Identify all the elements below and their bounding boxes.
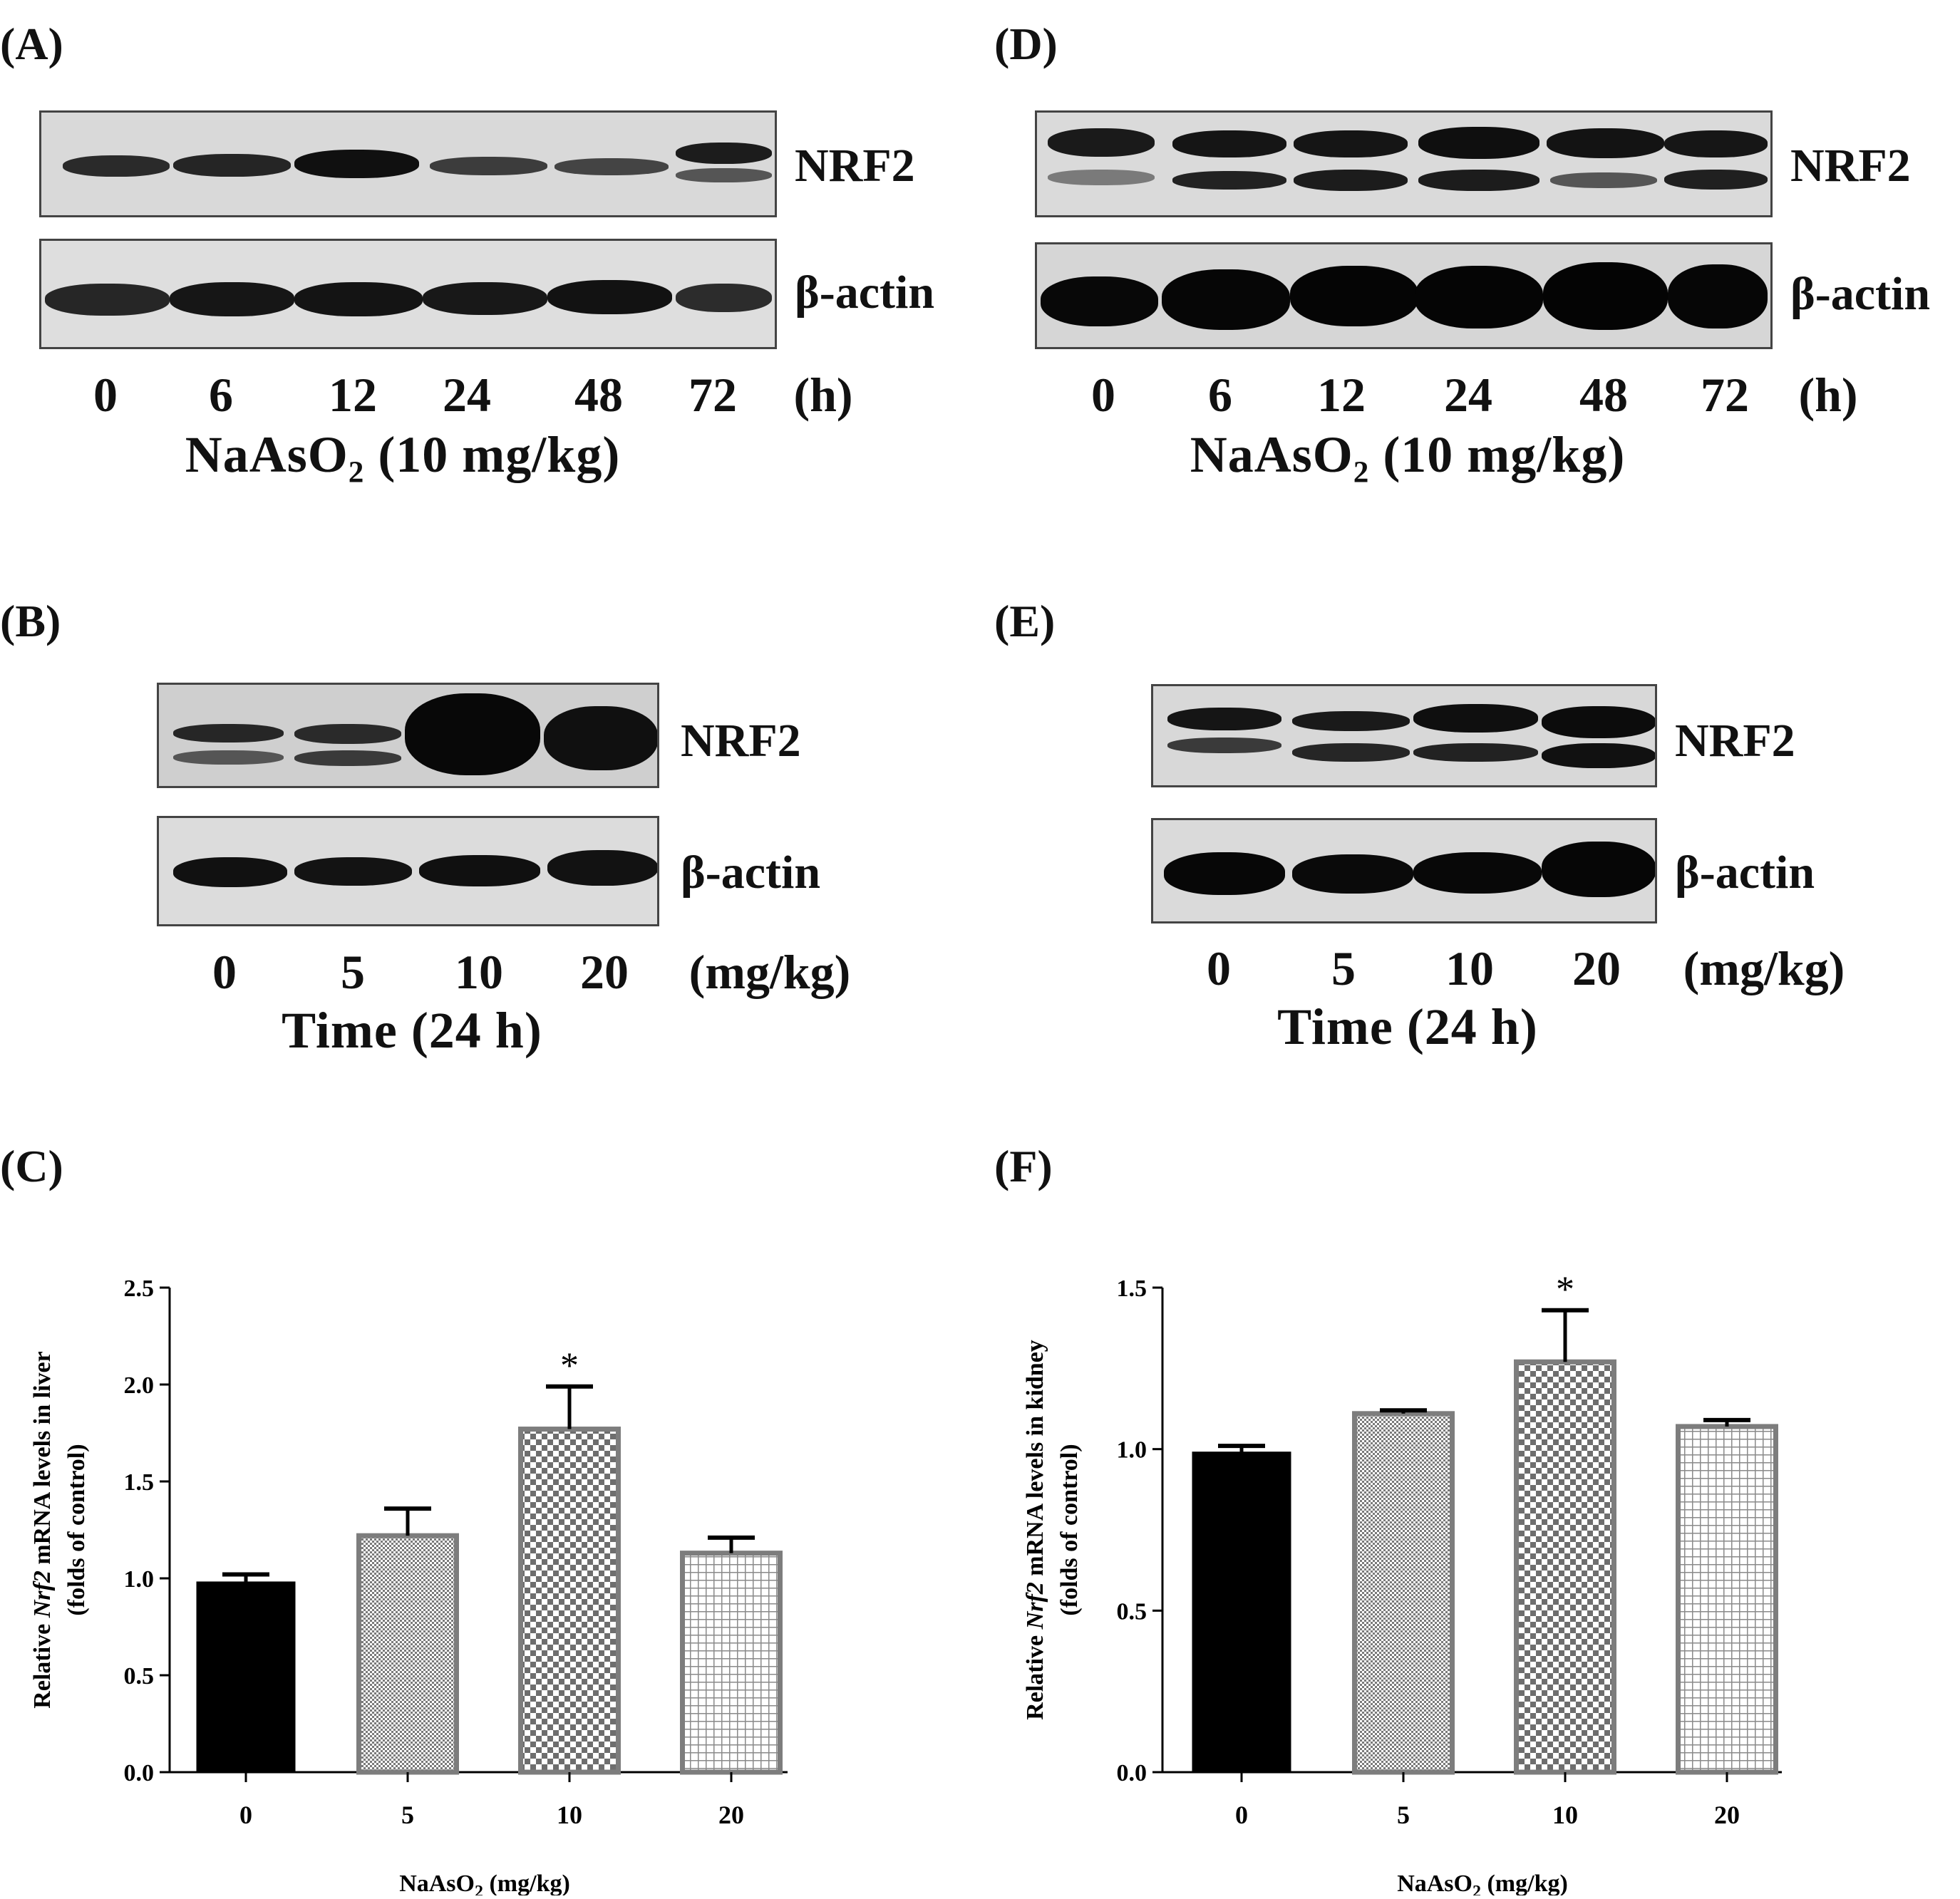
blot-d-actin bbox=[1035, 242, 1773, 349]
lane-unit: (mg/kg) bbox=[688, 945, 851, 999]
y-tick-label: 1.5 bbox=[124, 1469, 155, 1496]
blot-b-actin-label: β-actin bbox=[681, 847, 821, 899]
lane-label: 10 bbox=[1445, 941, 1494, 995]
lane-label: 6 bbox=[1208, 368, 1232, 422]
lanes-a: 0 6 12 24 48 72 (h) bbox=[0, 371, 927, 428]
blot-e-actin-label: β-actin bbox=[1675, 847, 1815, 899]
lane-label: 48 bbox=[1579, 368, 1628, 422]
y-tick-label: 0.5 bbox=[124, 1663, 155, 1690]
caption-a: NaAsO₂ (10 mg/kg) bbox=[185, 426, 621, 483]
caption-e: Time (24 h) bbox=[1277, 998, 1538, 1055]
blot-d-actin-label: β-actin bbox=[1790, 268, 1931, 320]
y-tick-label: 1.0 bbox=[124, 1566, 155, 1593]
x-tick-label: 5 bbox=[1397, 1801, 1410, 1829]
blot-a-nrf2 bbox=[39, 110, 777, 217]
panel-label-a: (A) bbox=[0, 19, 63, 69]
caption-b: Time (24 h) bbox=[282, 1002, 542, 1059]
lane-label: 72 bbox=[688, 368, 737, 422]
bar bbox=[518, 1427, 621, 1775]
bar-chart-f-svg: 0.0 0.5 1.0 1.5 0 5 * 10 20 NaAsO2 (mg/kg) Relativ… bbox=[1022, 1270, 1782, 1899]
lane-label: 0 bbox=[1207, 941, 1231, 995]
blot-a-actin bbox=[39, 239, 777, 349]
lane-label: 20 bbox=[1572, 941, 1621, 995]
blot-d-nrf2-label: NRF2 bbox=[1790, 140, 1911, 192]
lane-label: 0 bbox=[1091, 368, 1115, 422]
x-tick-label: 20 bbox=[718, 1801, 744, 1829]
lane-unit: (h) bbox=[793, 368, 853, 422]
x-tick-label: 10 bbox=[557, 1801, 582, 1829]
lane-label: 48 bbox=[574, 368, 623, 422]
lane-label: 0 bbox=[212, 945, 237, 999]
lane-label: 6 bbox=[209, 368, 233, 422]
blot-e-actin bbox=[1151, 818, 1657, 923]
lane-label: 72 bbox=[1701, 368, 1749, 422]
bar-chart-f: 0.0 0.5 1.0 1.5 0 5 * 10 20 NaAsO2 (mg/kg) Relativ… bbox=[994, 1211, 1921, 1899]
blot-a-nrf2-label: NRF2 bbox=[795, 140, 915, 192]
y-tick-label: 1.0 bbox=[1117, 1437, 1147, 1464]
y-tick-label: 2.5 bbox=[124, 1276, 155, 1302]
x-axis-label: NaAsO2 (mg/kg) bbox=[1397, 1870, 1568, 1895]
bar bbox=[1192, 1452, 1291, 1773]
x-tick-label: 20 bbox=[1714, 1801, 1740, 1829]
y-tick-label: 0.0 bbox=[1117, 1760, 1147, 1786]
x-tick-label: 10 bbox=[1552, 1801, 1578, 1829]
bar bbox=[1352, 1411, 1455, 1775]
x-tick-label: 0 bbox=[1235, 1801, 1248, 1829]
bar bbox=[1514, 1359, 1616, 1775]
lane-unit: (mg/kg) bbox=[1683, 941, 1845, 995]
lanes-e: 0 5 10 20 (mg/kg) bbox=[0, 944, 1960, 1001]
panel-label-e: (E) bbox=[994, 596, 1056, 646]
bar-chart-c-svg: 0.0 0.5 1.0 1.5 2.0 2.5 0 5 * 10 20 NaAsO2 (mg/kg) R… bbox=[29, 1276, 788, 1899]
y-tick-label: 2.0 bbox=[124, 1372, 155, 1399]
bar-chart-c: 0.0 0.5 1.0 1.5 2.0 2.5 0 5 * 10 20 NaAsO2 (mg/kg) R… bbox=[0, 1211, 927, 1899]
y-tick-label: 0.5 bbox=[1117, 1598, 1147, 1625]
y-axis-label: Relative Nrf2 mRNA levels in liver bbox=[29, 1351, 56, 1708]
lane-label: 10 bbox=[455, 945, 503, 999]
y-tick-label: 0.0 bbox=[124, 1760, 155, 1786]
blot-e-nrf2 bbox=[1151, 684, 1657, 787]
bar bbox=[196, 1581, 296, 1773]
lane-label: 20 bbox=[580, 945, 629, 999]
bar bbox=[356, 1533, 459, 1775]
lane-label: 0 bbox=[93, 368, 118, 422]
x-axis-label: NaAsO2 (mg/kg) bbox=[399, 1870, 570, 1895]
y-axis-label: Relative Nrf2 mRNA levels in kidney bbox=[1022, 1340, 1048, 1720]
significance-marker: * bbox=[560, 1346, 579, 1387]
lane-unit: (h) bbox=[1798, 368, 1858, 422]
lane-label: 5 bbox=[1331, 941, 1356, 995]
y-axis-label-line2: (folds of control) bbox=[1056, 1444, 1083, 1615]
significance-marker: * bbox=[1556, 1270, 1574, 1310]
lanes-b: 0 5 10 20 (mg/kg) bbox=[0, 948, 927, 1005]
panel-label-b: (B) bbox=[0, 596, 61, 646]
caption-d: NaAsO₂ (10 mg/kg) bbox=[1190, 426, 1626, 483]
panel-label-d: (D) bbox=[994, 19, 1058, 69]
lane-label: 24 bbox=[443, 368, 491, 422]
lane-label: 12 bbox=[1317, 368, 1366, 422]
lane-label: 24 bbox=[1444, 368, 1492, 422]
panel-label-c: (C) bbox=[0, 1141, 63, 1191]
blot-b-nrf2-label: NRF2 bbox=[681, 715, 801, 767]
blot-d-nrf2 bbox=[1035, 110, 1773, 217]
x-tick-label: 0 bbox=[239, 1801, 252, 1829]
x-tick-label: 5 bbox=[401, 1801, 414, 1829]
bar bbox=[1676, 1424, 1778, 1775]
blot-b-actin bbox=[157, 816, 659, 926]
y-tick-label: 1.5 bbox=[1117, 1276, 1147, 1302]
bar bbox=[680, 1551, 783, 1775]
lane-label: 12 bbox=[329, 368, 377, 422]
lane-label: 5 bbox=[341, 945, 365, 999]
lanes-d: 0 6 12 24 48 72 (h) bbox=[0, 371, 1960, 428]
y-axis-label-line2: (folds of control) bbox=[63, 1444, 90, 1615]
blot-e-nrf2-label: NRF2 bbox=[1675, 715, 1795, 767]
panel-label-f: (F) bbox=[994, 1141, 1053, 1191]
blot-b-nrf2 bbox=[157, 683, 659, 788]
blot-a-actin-label: β-actin bbox=[795, 267, 935, 319]
